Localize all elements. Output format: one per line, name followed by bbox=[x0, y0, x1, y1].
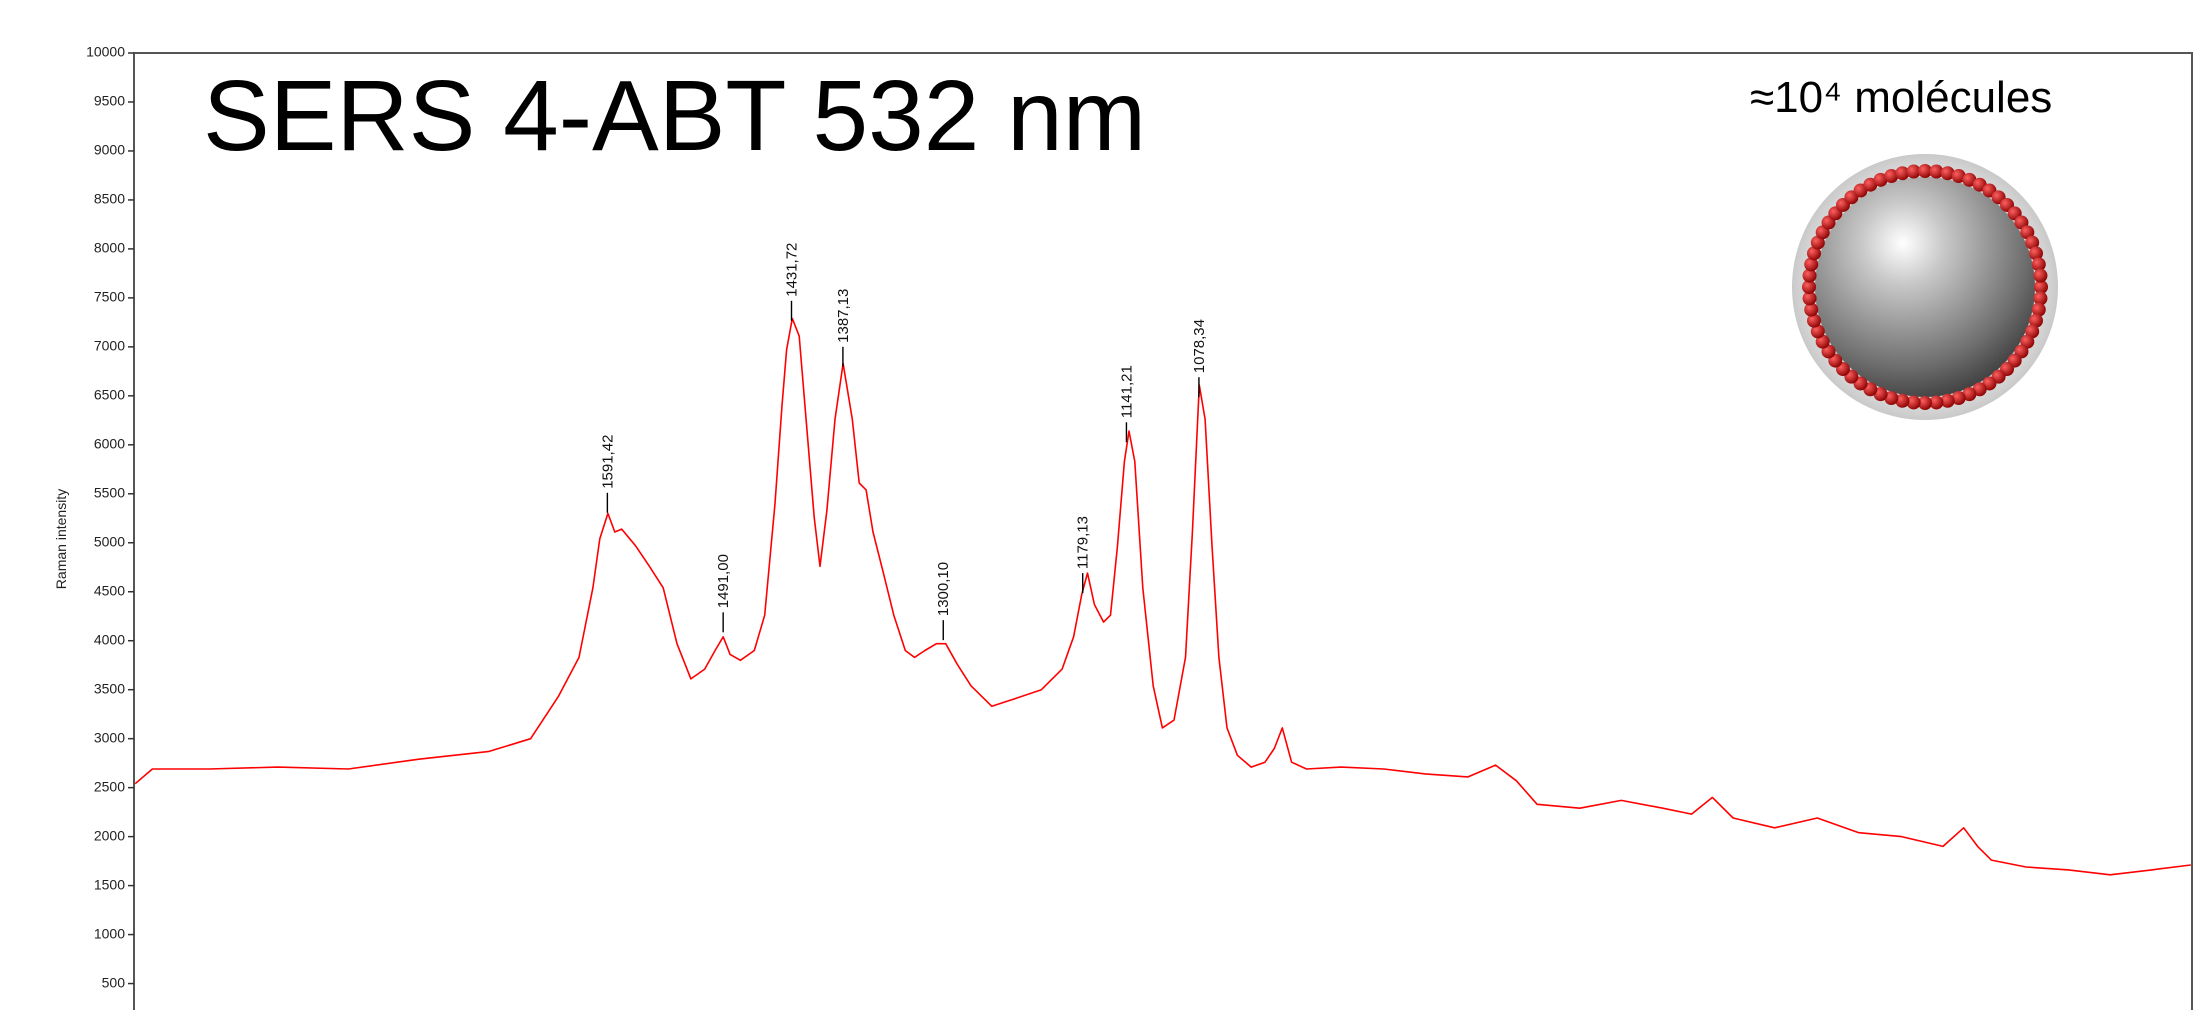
peak-label: 1591,42 bbox=[599, 435, 616, 489]
y-tick-label: 9500 bbox=[94, 93, 125, 109]
y-tick-label: 4000 bbox=[94, 631, 125, 647]
nanoparticle-illustration bbox=[1792, 154, 2058, 420]
y-tick-label: 1000 bbox=[94, 925, 125, 941]
bead bbox=[2033, 269, 2047, 283]
y-tick-label: 4500 bbox=[94, 582, 125, 598]
y-tick-label: 5500 bbox=[94, 484, 125, 500]
y-tick-label: 2000 bbox=[94, 827, 125, 843]
y-tick-label: 6000 bbox=[94, 436, 125, 452]
chart-title: SERS 4-ABT 532 nm bbox=[203, 60, 1146, 172]
y-tick-label: 3000 bbox=[94, 729, 125, 745]
y-tick-label: 7500 bbox=[94, 289, 125, 305]
y-tick-label: 7000 bbox=[94, 338, 125, 354]
y-tick-label: 8000 bbox=[94, 240, 125, 256]
peak-label: 1387,13 bbox=[835, 289, 852, 343]
y-tick-label: 2500 bbox=[94, 778, 125, 794]
peak-label: 1491,00 bbox=[715, 554, 732, 608]
annotation: ≈10⁴ molécules bbox=[1750, 73, 2052, 122]
chart: SERS 4-ABT 532 nm ≈10⁴ molécules Raman i… bbox=[0, 0, 2194, 1010]
peak-label: 1078,34 bbox=[1191, 319, 1208, 373]
y-tick-label: 500 bbox=[102, 974, 126, 990]
y-tick-label: 1500 bbox=[94, 876, 125, 892]
y-tick-label: 10000 bbox=[86, 44, 125, 60]
y-tick-label: 6500 bbox=[94, 387, 125, 403]
peak-label: 1179,13 bbox=[1075, 516, 1092, 569]
page: SERS 4-ABT 532 nm ≈10⁴ molécules Raman i… bbox=[0, 0, 2194, 1010]
peak-label: 1141,21 bbox=[1118, 365, 1135, 418]
y-tick-label: 5000 bbox=[94, 533, 125, 549]
y-tick-label: 9000 bbox=[94, 142, 125, 158]
peak-label: 1431,72 bbox=[783, 243, 800, 297]
y-axis-label: Raman intensity bbox=[53, 489, 69, 589]
sphere bbox=[1815, 177, 2035, 397]
y-tick-label: 3500 bbox=[94, 680, 125, 696]
y-tick-label: 8500 bbox=[94, 191, 125, 207]
peak-label: 1300,10 bbox=[935, 562, 952, 616]
